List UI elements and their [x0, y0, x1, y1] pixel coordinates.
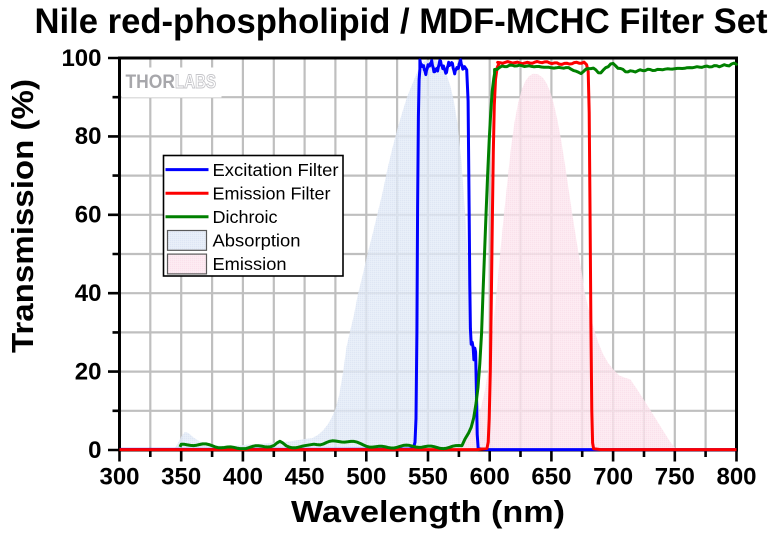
svg-text:Excitation Filter: Excitation Filter	[213, 160, 339, 180]
svg-text:80: 80	[75, 123, 102, 150]
svg-text:THOR: THOR	[126, 72, 176, 93]
svg-text:400: 400	[223, 464, 263, 491]
svg-text:20: 20	[75, 358, 102, 385]
svg-text:550: 550	[408, 464, 448, 491]
svg-text:0: 0	[88, 437, 101, 464]
svg-text:650: 650	[531, 464, 571, 491]
svg-text:Nile red-phospholipid / MDF-MC: Nile red-phospholipid / MDF-MCHC Filter …	[35, 2, 768, 41]
svg-text:750: 750	[655, 464, 695, 491]
svg-text:350: 350	[161, 464, 201, 491]
svg-text:700: 700	[593, 464, 633, 491]
svg-text:Wavelength (nm): Wavelength (nm)	[291, 495, 565, 529]
svg-text:100: 100	[61, 45, 101, 72]
svg-text:600: 600	[470, 464, 510, 491]
svg-text:Emission Filter: Emission Filter	[213, 183, 331, 203]
svg-text:Transmission (%): Transmission (%)	[6, 79, 40, 353]
svg-text:Absorption: Absorption	[213, 231, 301, 251]
svg-text:Emission: Emission	[213, 254, 287, 274]
svg-text:60: 60	[75, 202, 102, 229]
svg-text:LABS: LABS	[175, 72, 216, 93]
svg-text:300: 300	[99, 464, 139, 491]
svg-text:40: 40	[75, 280, 102, 307]
svg-text:Dichroic: Dichroic	[213, 207, 278, 227]
svg-text:500: 500	[346, 464, 386, 491]
svg-text:800: 800	[716, 464, 756, 491]
svg-text:450: 450	[285, 464, 325, 491]
